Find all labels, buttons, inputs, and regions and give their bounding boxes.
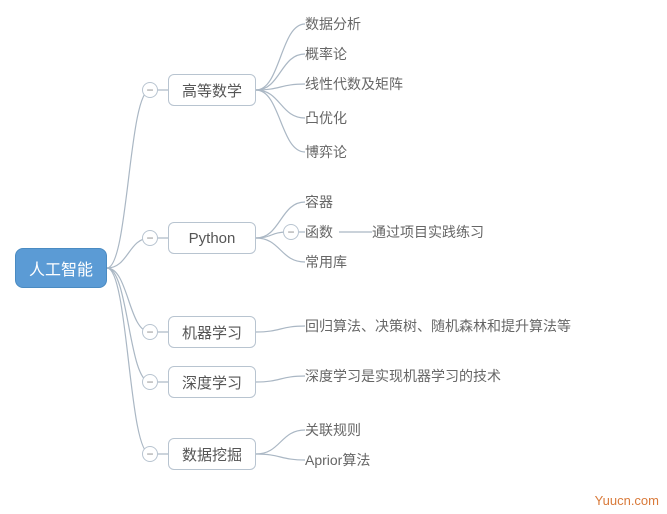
leaf-node: 博弈论 [305,142,347,162]
leaf-node: 函数 [305,222,333,242]
leaf-node: Aprior算法 [305,450,370,470]
branch-node: 机器学习 [168,316,256,348]
leaf-node: 通过项目实践练习 [372,222,484,242]
leaf-node: 概率论 [305,44,347,64]
leaf-node: 常用库 [305,252,347,272]
collapse-icon[interactable]: − [142,374,158,390]
leaf-node: 数据分析 [305,14,361,34]
branch-node: 高等数学 [168,74,256,106]
leaf-node: 线性代数及矩阵 [305,74,403,94]
collapse-icon[interactable]: − [142,446,158,462]
collapse-icon[interactable]: − [142,324,158,340]
leaf-node: 回归算法、决策树、随机森林和提升算法等 [305,316,571,336]
collapse-icon[interactable]: − [142,230,158,246]
branch-node: 深度学习 [168,366,256,398]
leaf-node: 凸优化 [305,108,347,128]
collapse-icon[interactable]: − [142,82,158,98]
watermark-text: Yuucn.com [595,493,659,508]
leaf-node: 深度学习是实现机器学习的技术 [305,366,501,386]
branch-node: Python [168,222,256,254]
root-node: 人工智能 [15,248,107,288]
leaf-node: 关联规则 [305,420,361,440]
branch-node: 数据挖掘 [168,438,256,470]
leaf-node: 容器 [305,192,333,212]
collapse-icon[interactable]: − [283,224,299,240]
